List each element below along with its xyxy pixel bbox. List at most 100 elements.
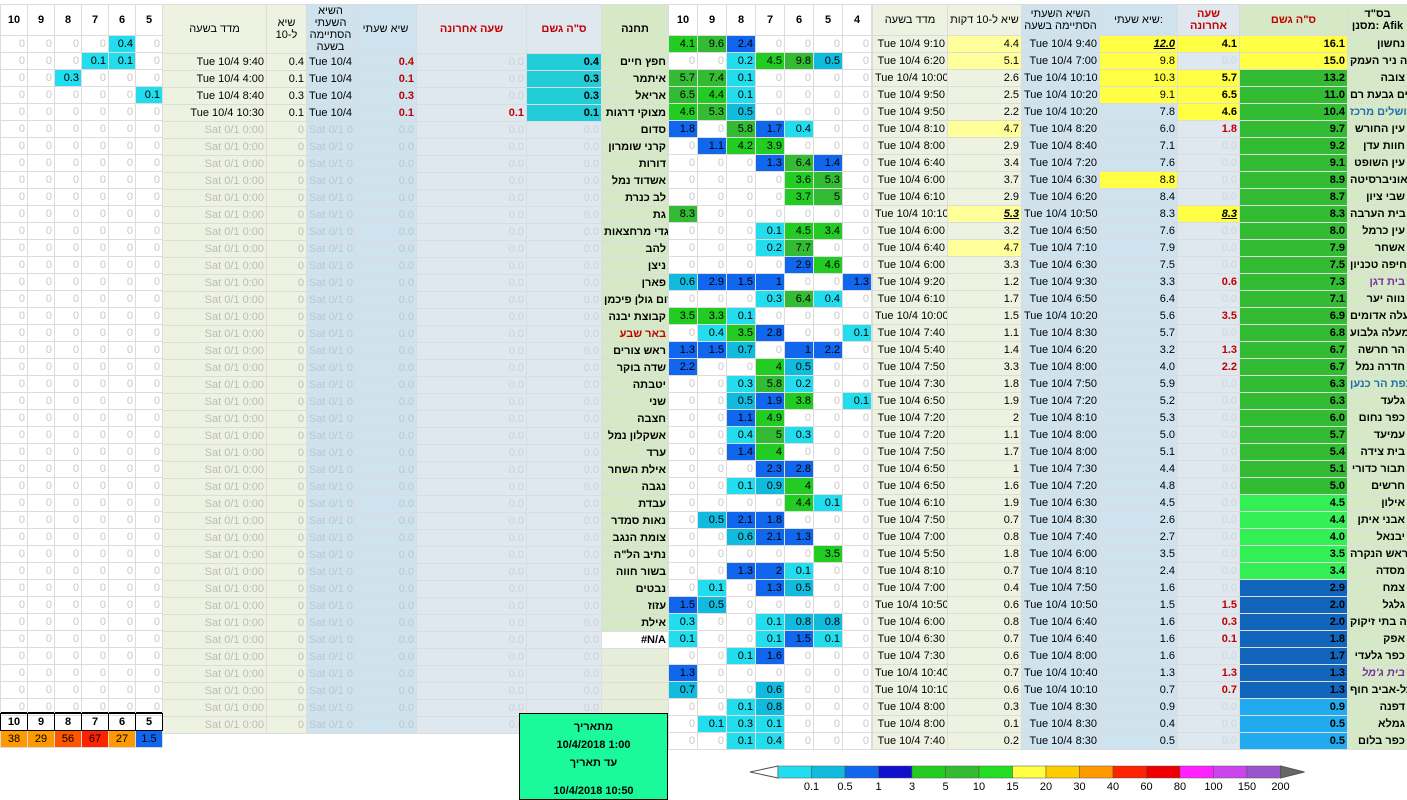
hour-cell: 0.1 — [755, 630, 785, 648]
table-row: Tue 10/4 7:00 0.4 Tue 10/4 7:50 1.6 0.0 2.9 צמ… — [872, 579, 1407, 597]
last-hour-value: 0.0 — [416, 699, 527, 717]
measured-time: Tue 10/4 6:20 — [872, 52, 948, 70]
hour-cell: 0 — [697, 443, 727, 461]
hour-cell: 0 — [108, 171, 136, 189]
table-row: 0 1.1 4.2 3.9 0 0 0 — [668, 137, 872, 155]
station-name: נחשון — [1347, 35, 1407, 53]
station-name: צמח — [1347, 579, 1407, 597]
hour-cell: 9.8 — [784, 52, 814, 70]
hour-cell: 0.7 — [726, 341, 756, 359]
hour-cell: 0 — [668, 171, 698, 189]
hour-cell: 0.1 — [668, 630, 698, 648]
hour-cell: 0 — [135, 69, 163, 87]
hour-cell: 0 — [697, 171, 727, 189]
from-label: מתאריך — [573, 721, 614, 733]
hour-cell: 0 — [842, 630, 872, 648]
station-name: יטבתה — [601, 376, 669, 394]
table-row: 0 0 0 2.3 2.8 0 0 — [668, 460, 872, 478]
peak10-value: 0 — [266, 410, 307, 428]
hour-header: 7 — [81, 4, 109, 36]
peak-time: Tue 10/4 10:20 — [1021, 307, 1100, 325]
hour-cell: 0 — [697, 358, 727, 376]
hour-cell: 0 — [135, 579, 163, 597]
peak10-value: 1.1 — [947, 324, 1022, 342]
hour-cell: 0 — [784, 545, 814, 563]
from-date: 10/4/2018 1:00 — [556, 739, 631, 751]
peak-value: 0.0 — [354, 274, 417, 292]
total-value: 6.7 — [1239, 341, 1348, 359]
hour-cell: 2.4 — [726, 35, 756, 53]
hour-cell: 0 — [81, 647, 109, 665]
hour-cell: 0 — [27, 154, 55, 172]
hour-cell: 0 — [135, 171, 163, 189]
hour-cell: 0 — [0, 494, 28, 512]
table-row: Tue 10/4 6:10 1.9 Tue 10/4 6:30 4.5 0.0 4.5 אי… — [872, 494, 1407, 512]
peak-value: 8.3 — [1099, 205, 1178, 223]
hour-cell: 0 — [27, 596, 55, 614]
hour-cell: 0 — [0, 341, 28, 359]
hour-cell: 0 — [81, 358, 109, 376]
hour-cell: 0 — [784, 273, 814, 291]
last-hour-value: 0.0 — [1177, 460, 1240, 478]
hour-header: 10 — [0, 713, 28, 731]
peak10-value: 0.8 — [947, 613, 1022, 631]
last-hour-value: 0.1 — [416, 104, 527, 122]
column-header: השיא השעתי הסתיימה בשעה — [1021, 4, 1100, 36]
hour-cell: 0 — [54, 205, 82, 223]
table-row: 0 0 0.4 5 0.3 0 0 — [668, 426, 872, 444]
hour-cell: 0 — [697, 477, 727, 495]
hour-cell: 0 — [135, 562, 163, 580]
hour-cell: 0 — [27, 307, 55, 325]
measured-time: Tue 10/4 5:50 — [872, 545, 948, 563]
hour-cell: 0 — [27, 511, 55, 529]
hour-cell: 0 — [842, 256, 872, 274]
measured-time: Sat 0/1 0:00 — [162, 699, 267, 717]
hour-cell: 0.1 — [697, 715, 727, 733]
last-hour-value: 0.0 — [1177, 324, 1240, 342]
peak-time: Sat 0/1 0:00 — [306, 648, 355, 666]
hour-cell: 0.5 — [784, 579, 814, 597]
table-row: 0 0 0.2 4.5 9.8 0.5 0 — [668, 52, 872, 70]
station-name: חצבה — [601, 410, 669, 428]
peak-time: Tue 10/4 8:30 — [1021, 511, 1100, 529]
peak-time: Tue 10/4 10:20 — [1021, 86, 1100, 104]
hour-header: 8 — [54, 4, 82, 36]
hour-cell: 0 — [668, 324, 698, 342]
measured-time: Tue 10/4 7:30 — [872, 375, 948, 393]
hour-cell: 0 — [755, 256, 785, 274]
peak-value: 5.6 — [1099, 307, 1178, 325]
peak10-value: 0 — [266, 376, 307, 394]
peak-value: 0.0 — [354, 172, 417, 190]
hour-cell: 0 — [135, 511, 163, 529]
hour-cell: 0 — [697, 188, 727, 206]
hour-cell: 0.1 — [726, 647, 756, 665]
hour-cell: 0 — [813, 528, 843, 546]
table-row: 0 0 0.1 1.6 0 0 0 — [668, 647, 872, 665]
peak-value: 0.0 — [354, 563, 417, 581]
hour-cell: 1.8 — [755, 511, 785, 529]
measured-time: Tue 10/4 6:10 — [872, 290, 948, 308]
total-value: 0.0 — [526, 121, 602, 139]
last-hour-value: 0.0 — [416, 529, 527, 547]
total-value: 0.0 — [526, 257, 602, 275]
hour-cell: 0 — [108, 426, 136, 444]
last-hour-value: 3.5 — [1177, 307, 1240, 325]
peak-value: 7.1 — [1099, 137, 1178, 155]
station-name — [601, 665, 669, 683]
hour-cell: 0 — [54, 375, 82, 393]
total-value: 0.9 — [1239, 698, 1348, 716]
hour-cell: 4.5 — [784, 222, 814, 240]
legend-tick-label: 20 — [1040, 781, 1052, 793]
hour-cell: 0 — [81, 409, 109, 427]
